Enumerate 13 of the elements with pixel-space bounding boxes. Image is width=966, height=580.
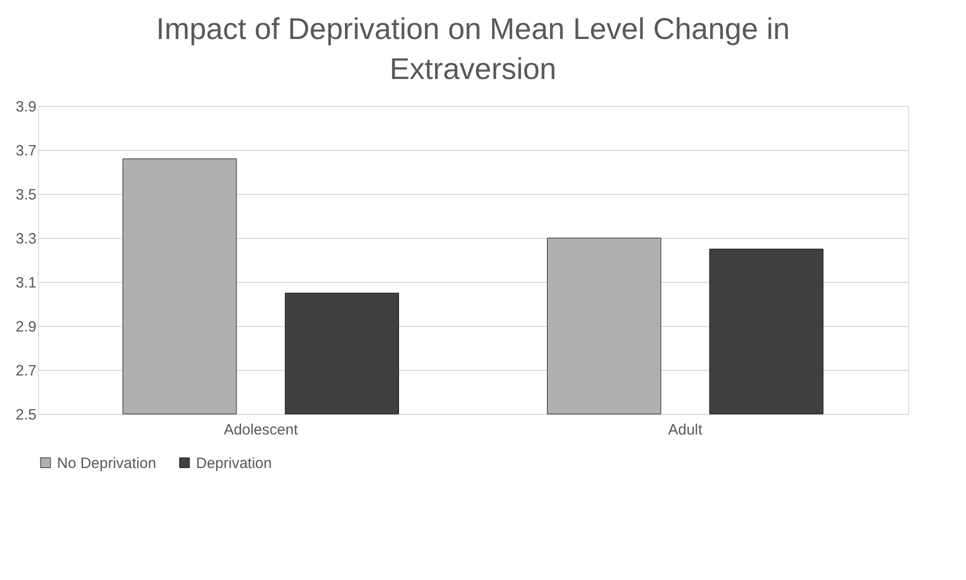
y-tick-label: 2.9	[16, 318, 36, 336]
legend-label: Deprivation	[196, 454, 272, 472]
y-tick-label: 3.1	[16, 274, 36, 292]
y-tick-label: 3.3	[16, 230, 36, 248]
y-tick-label: 2.5	[16, 406, 36, 424]
x-tick-label: Adult	[668, 422, 704, 438]
y-tick-label: 2.7	[16, 362, 36, 380]
x-tick-label: Adolescent	[224, 422, 299, 438]
legend-label: No Deprivation	[57, 454, 156, 472]
y-tick-label: 3.7	[16, 142, 36, 160]
y-tick-label: 3.9	[16, 98, 36, 116]
y-tick-label: 3.5	[16, 186, 36, 204]
chart-title: Impact of Deprivation on Mean Level Change in Extraversion	[156, 13, 790, 86]
